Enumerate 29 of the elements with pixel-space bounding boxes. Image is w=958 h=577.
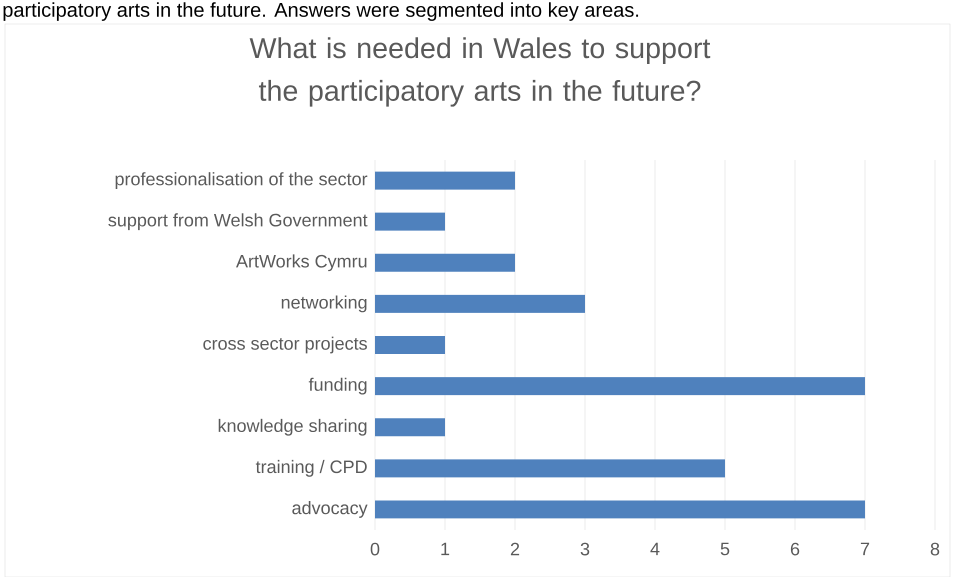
text: participatory arts in the future. Answers were segmented into key areas. [4,2,638,21]
y-tick-label: cross sector projects [203,336,367,354]
x-tick-label: 0 [370,542,380,556]
x-tick-label: 2 [510,542,520,556]
bar [375,172,515,190]
x-tick-label: 5 [720,542,730,556]
y-tick-label: support from Welsh Government [108,213,368,230]
x-tick-label: 8 [930,542,940,556]
y-tick-label: training / CPD [256,460,367,477]
x-tick-label: 7 [860,542,870,556]
y-tick-label: advocacy [292,501,368,518]
bar [375,459,725,478]
x-tick-label: 3 [580,542,590,556]
y-tick-label: knowledge sharing [218,418,366,436]
bar [375,336,445,354]
bar [375,294,585,313]
bar [375,254,515,272]
chart-title: What is needed in Wales to support the participatory arts in the future? [250,37,710,107]
y-tick-label: ArtWorks Cymru [236,254,366,272]
x-tick-label: 4 [650,542,660,556]
x-tick-label: 1 [441,542,450,556]
bar [375,377,865,396]
y-tick-label: professionalisation of the sector [116,172,368,189]
x-tick-label: 6 [790,542,800,556]
bar [375,418,445,436]
y-tick-label: networking [282,295,366,312]
bar [375,500,865,518]
bar [375,212,445,231]
y-tick-label: funding [308,378,366,395]
